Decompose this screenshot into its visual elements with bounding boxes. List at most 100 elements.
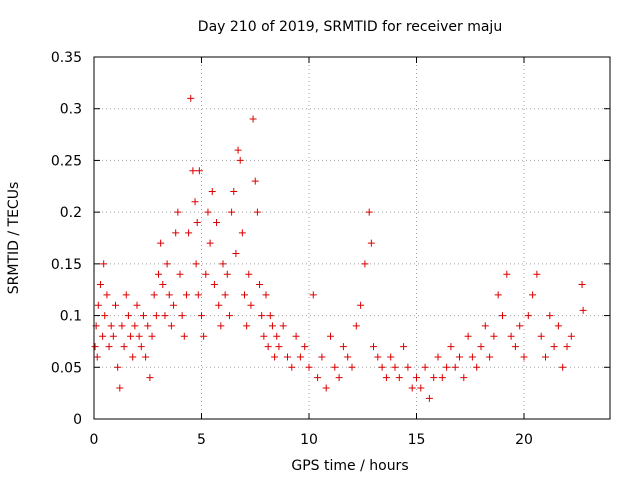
x-tick-label: 0 xyxy=(90,432,99,448)
data-point xyxy=(331,363,339,371)
data-point xyxy=(370,343,377,351)
data-point xyxy=(546,312,554,320)
data-point xyxy=(367,239,375,247)
y-tick-label: 0.3 xyxy=(60,102,82,118)
data-point xyxy=(116,384,124,392)
data-point xyxy=(490,332,498,340)
data-point xyxy=(516,322,524,330)
data-point xyxy=(192,260,200,268)
data-point xyxy=(243,322,251,330)
data-point xyxy=(430,374,438,382)
data-point xyxy=(152,312,160,320)
data-point xyxy=(225,312,233,320)
data-point xyxy=(344,353,352,361)
data-point xyxy=(182,291,190,299)
data-point xyxy=(262,291,270,299)
data-point xyxy=(477,343,485,351)
data-point xyxy=(174,208,182,216)
data-point xyxy=(101,312,109,320)
data-point xyxy=(100,260,108,268)
data-point xyxy=(127,332,135,340)
data-point xyxy=(114,363,122,371)
data-point xyxy=(124,312,132,320)
data-point xyxy=(185,229,193,237)
data-point xyxy=(247,301,255,309)
data-point xyxy=(275,343,283,351)
data-point xyxy=(94,301,102,309)
data-point xyxy=(178,312,186,320)
data-point xyxy=(473,363,481,371)
y-tick-label: 0.1 xyxy=(60,309,82,325)
data-point xyxy=(305,363,313,371)
data-point xyxy=(271,353,279,361)
data-point xyxy=(284,353,291,361)
data-point xyxy=(194,291,202,299)
data-point xyxy=(251,177,259,185)
axis-ticks: 0 0.05 0.1 0.15 0.2 0.25 0.3 0.35 0 5 10 15 20 xyxy=(51,50,610,448)
data-point xyxy=(279,322,287,330)
data-point xyxy=(107,322,115,330)
data-point xyxy=(137,343,145,351)
data-point xyxy=(133,301,141,309)
data-point xyxy=(533,270,541,278)
data-point xyxy=(176,270,184,278)
data-point xyxy=(486,353,494,361)
data-point xyxy=(288,363,296,371)
data-point xyxy=(213,218,221,226)
data-point xyxy=(142,353,150,361)
x-axis-label: GPS time / hours xyxy=(291,458,408,474)
data-point xyxy=(253,208,261,216)
data-point xyxy=(96,281,104,289)
data-point xyxy=(550,343,558,351)
y-tick-label: 0.2 xyxy=(60,205,82,221)
data-point xyxy=(206,239,214,247)
data-point xyxy=(91,343,99,351)
data-point xyxy=(400,343,408,351)
data-point xyxy=(103,291,111,299)
data-point xyxy=(165,291,173,299)
x-tick-label: 15 xyxy=(408,432,426,448)
data-point xyxy=(202,270,210,278)
data-point xyxy=(245,270,253,278)
data-point xyxy=(159,281,167,289)
plot-frame xyxy=(93,56,611,420)
data-point xyxy=(494,291,502,299)
data-point xyxy=(425,394,433,402)
data-point xyxy=(93,353,101,361)
data-point xyxy=(387,353,395,361)
data-point xyxy=(417,384,425,392)
data-points xyxy=(91,94,587,402)
data-point xyxy=(578,281,586,289)
data-point xyxy=(314,374,322,382)
data-point xyxy=(228,208,236,216)
data-point xyxy=(335,374,343,382)
data-point xyxy=(464,332,472,340)
y-axis-label: SRMTID / TECUs xyxy=(6,182,22,295)
data-point xyxy=(112,301,119,309)
data-point xyxy=(391,363,399,371)
data-point xyxy=(499,312,506,320)
data-point xyxy=(481,322,489,330)
data-point xyxy=(374,353,382,361)
y-tick-label: 0 xyxy=(73,412,82,428)
data-point xyxy=(456,353,463,361)
data-point xyxy=(109,332,117,340)
data-point xyxy=(434,353,442,361)
gridlines xyxy=(94,57,610,419)
data-point xyxy=(378,363,386,371)
data-point xyxy=(438,374,446,382)
data-point xyxy=(170,301,178,309)
data-point xyxy=(99,332,107,340)
data-point xyxy=(365,208,373,216)
data-point xyxy=(579,306,587,314)
data-point xyxy=(348,363,356,371)
data-point xyxy=(210,281,218,289)
data-point xyxy=(524,312,532,320)
data-point xyxy=(408,384,416,392)
y-tick-label: 0.25 xyxy=(51,153,82,169)
data-point xyxy=(507,332,515,340)
data-point xyxy=(352,322,360,330)
data-point xyxy=(200,332,208,340)
data-point xyxy=(219,260,227,268)
